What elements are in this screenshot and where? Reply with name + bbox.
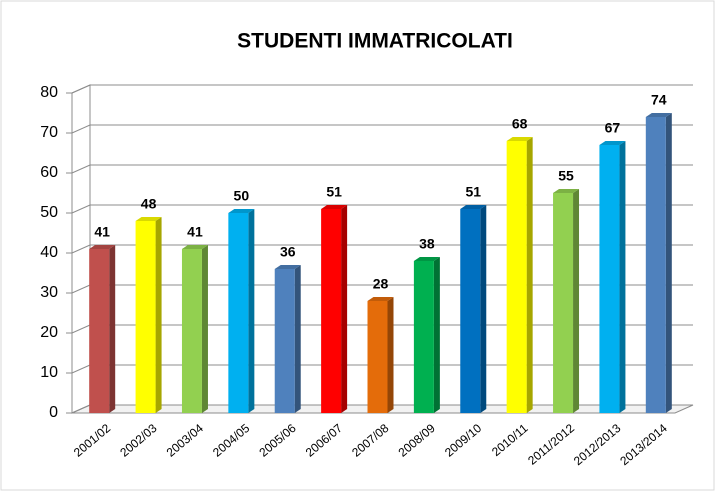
data-label: 48 bbox=[141, 196, 157, 212]
data-label: 55 bbox=[558, 168, 574, 184]
y-tick-label: 70 bbox=[40, 124, 58, 141]
bar bbox=[274, 269, 295, 413]
bar-top bbox=[413, 257, 440, 261]
grid-line bbox=[71, 324, 91, 334]
y-tick-label: 10 bbox=[40, 364, 58, 381]
data-label: 50 bbox=[234, 188, 250, 204]
bar bbox=[89, 249, 110, 413]
bar bbox=[413, 261, 434, 413]
bar bbox=[367, 301, 388, 413]
data-label: 74 bbox=[651, 92, 667, 108]
bar-top bbox=[321, 205, 348, 209]
bar-side bbox=[109, 245, 116, 413]
grid-line bbox=[71, 124, 91, 134]
data-label: 67 bbox=[605, 120, 621, 136]
y-tick-label: 0 bbox=[49, 404, 58, 421]
grid-line bbox=[71, 84, 91, 94]
bar-side bbox=[248, 209, 255, 413]
data-label: 41 bbox=[94, 224, 110, 240]
data-label: 68 bbox=[512, 116, 528, 132]
y-tick-label: 80 bbox=[40, 84, 58, 101]
bar-top bbox=[274, 265, 301, 269]
y-tick-label: 60 bbox=[40, 164, 58, 181]
bar-top bbox=[460, 205, 487, 209]
data-label: 38 bbox=[419, 236, 435, 252]
chart-title: STUDENTI IMMATRICOLATI bbox=[237, 30, 513, 53]
bar bbox=[599, 145, 620, 413]
grid-line bbox=[71, 364, 91, 374]
bar-top bbox=[645, 113, 672, 117]
bar bbox=[460, 209, 481, 413]
bar bbox=[321, 209, 342, 413]
bar-side bbox=[480, 205, 487, 413]
bar-side bbox=[526, 137, 533, 413]
data-label: 28 bbox=[373, 276, 389, 292]
bar-top bbox=[228, 209, 255, 213]
bar-side bbox=[619, 141, 626, 413]
grid-line bbox=[71, 284, 91, 294]
bar-top bbox=[181, 245, 208, 249]
bar-side bbox=[341, 205, 348, 413]
bar-top bbox=[553, 189, 580, 193]
data-label: 36 bbox=[280, 244, 296, 260]
data-label: 51 bbox=[326, 184, 342, 200]
bar-side bbox=[433, 257, 440, 413]
bar bbox=[553, 193, 574, 413]
bar bbox=[645, 117, 666, 413]
bar-side bbox=[294, 265, 301, 413]
y-tick-label: 40 bbox=[40, 244, 58, 261]
bar-side bbox=[155, 217, 162, 413]
bar-side bbox=[387, 297, 394, 413]
bar bbox=[181, 249, 202, 413]
y-tick-label: 30 bbox=[40, 284, 58, 301]
bar-side bbox=[665, 113, 672, 413]
y-tick-label: 50 bbox=[40, 204, 58, 221]
grid-line bbox=[71, 404, 91, 414]
data-label: 41 bbox=[187, 224, 203, 240]
bar bbox=[506, 141, 527, 413]
y-tick-label: 20 bbox=[40, 324, 58, 341]
bar-side bbox=[201, 245, 208, 413]
bar-top bbox=[89, 245, 116, 249]
bar-top bbox=[506, 137, 533, 141]
grid-line bbox=[71, 244, 91, 254]
data-label: 51 bbox=[465, 184, 481, 200]
grid-line bbox=[71, 164, 91, 174]
bar bbox=[228, 213, 249, 413]
grid-line bbox=[71, 204, 91, 214]
bar bbox=[135, 221, 156, 413]
bar-top bbox=[367, 297, 394, 301]
bar-side bbox=[573, 189, 580, 413]
bar-top bbox=[599, 141, 626, 145]
bar-top bbox=[135, 217, 162, 221]
